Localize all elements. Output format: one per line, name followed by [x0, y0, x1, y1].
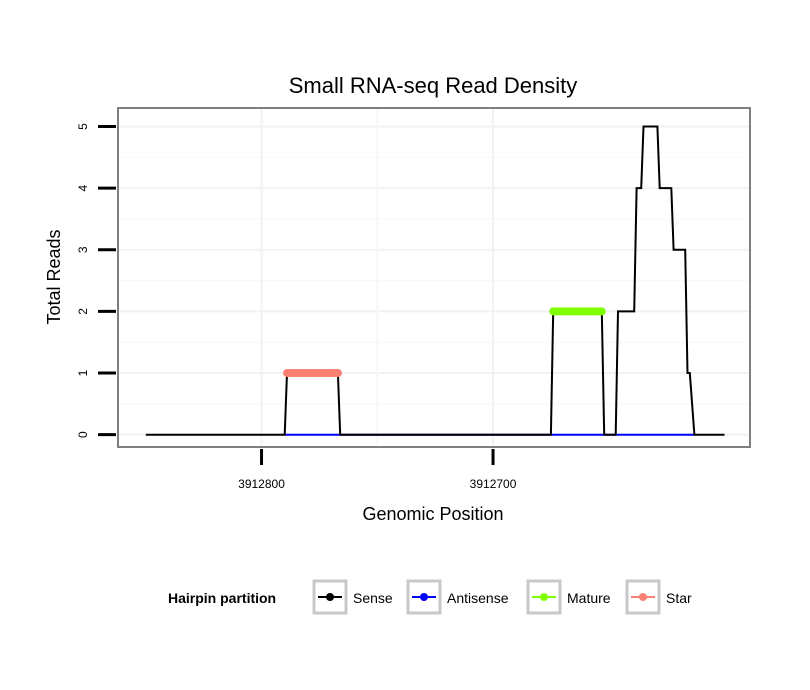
- y-axis-title: Total Reads: [44, 229, 64, 324]
- y-tick-label: 4: [76, 184, 90, 191]
- y-tick-label: 0: [76, 431, 90, 438]
- legend-entries: Sense Antisense Mature Star: [312, 579, 692, 615]
- legend-label: Antisense: [447, 590, 509, 606]
- y-axis: 0 1 2 3 4 5: [76, 123, 116, 438]
- legend-entry-sense: Sense: [312, 579, 393, 615]
- legend-entry-antisense: Antisense: [406, 579, 509, 615]
- star-point: [333, 369, 342, 378]
- mature-point: [597, 307, 606, 316]
- legend-key-point: [326, 593, 334, 601]
- legend-key-point: [540, 593, 548, 601]
- legend-key-point: [639, 593, 647, 601]
- y-tick-label: 1: [76, 369, 90, 376]
- plot-panel-border: [117, 107, 751, 448]
- y-tick-label: 3: [76, 246, 90, 253]
- legend-key-point: [420, 593, 428, 601]
- y-tick-label: 5: [76, 123, 90, 130]
- star-series-points: [282, 369, 342, 378]
- mature-series-points: [549, 307, 606, 316]
- x-axis-title: Genomic Position: [362, 504, 503, 524]
- y-tick-label: 2: [76, 308, 90, 315]
- legend-entry-star: Star: [625, 579, 692, 615]
- legend: Hairpin partition Sense Antisense Mature St…: [168, 579, 692, 615]
- legend-label: Mature: [567, 590, 611, 606]
- series-layer: [145, 125, 725, 436]
- grid: [118, 108, 750, 447]
- legend-label: Sense: [353, 590, 393, 606]
- legend-entry-mature: Mature: [526, 579, 611, 615]
- x-tick-label: 3912700: [470, 477, 517, 491]
- chart-title: Small RNA-seq Read Density: [289, 73, 578, 98]
- legend-label: Star: [666, 590, 692, 606]
- legend-title: Hairpin partition: [168, 590, 276, 606]
- sense-series-line: [145, 125, 725, 436]
- x-axis: 3912800 3912700: [238, 449, 517, 491]
- x-tick-label: 3912800: [238, 477, 285, 491]
